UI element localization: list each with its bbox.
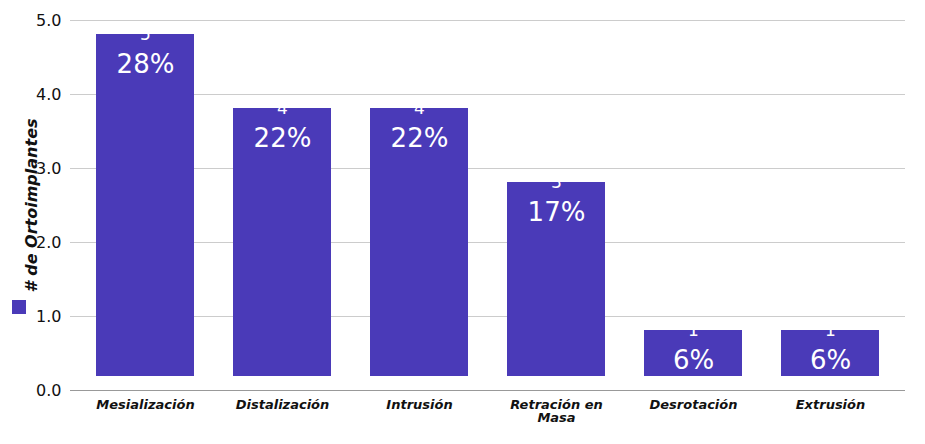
svg-text:Retración enMasa: Retración enMasa [510, 397, 603, 425]
svg-text:Mesialización: Mesialización [96, 397, 194, 412]
svg-text:6%: 6% [810, 345, 851, 375]
svg-text:22%: 22% [254, 123, 312, 153]
svg-text:1: 1 [825, 320, 836, 340]
svg-text:2.0: 2.0 [36, 232, 62, 252]
svg-text:1.0: 1.0 [36, 307, 61, 326]
svg-text:5.0: 5.0 [36, 11, 61, 30]
svg-text:# de Ortoimplantes: # de Ortoimplantes [22, 118, 41, 292]
svg-text:17%: 17% [528, 197, 586, 227]
svg-text:0.0: 0.0 [36, 381, 61, 400]
svg-text:Desrotación: Desrotación [649, 397, 737, 412]
svg-text:Intrusión: Intrusión [386, 397, 452, 412]
svg-text:3: 3 [551, 172, 562, 192]
svg-text:4: 4 [414, 98, 425, 118]
svg-text:4.0: 4.0 [36, 85, 61, 104]
svg-text:1: 1 [688, 320, 699, 340]
svg-text:22%: 22% [391, 123, 449, 153]
svg-text:Extrusión: Extrusión [796, 397, 866, 412]
svg-text:3.0: 3.0 [36, 158, 62, 178]
svg-text:5: 5 [140, 24, 151, 44]
svg-text:6%: 6% [673, 345, 714, 375]
svg-text:Distalización: Distalización [236, 397, 330, 412]
svg-text:4: 4 [277, 98, 288, 118]
svg-text:28%: 28% [117, 49, 175, 79]
